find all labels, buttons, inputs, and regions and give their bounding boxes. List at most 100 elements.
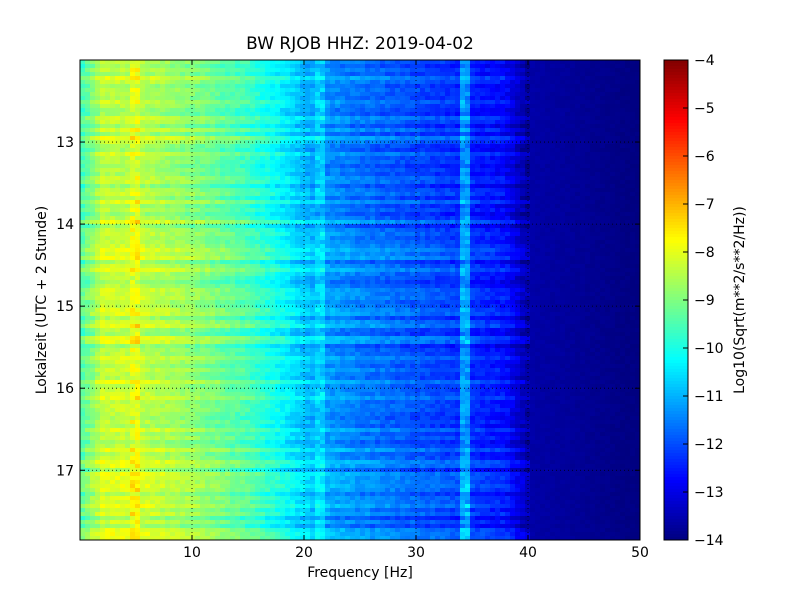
- heatmap-cell: [520, 160, 526, 165]
- heatmap-cell: [385, 228, 391, 233]
- heatmap-cell: [220, 124, 226, 129]
- heatmap-cell: [230, 164, 236, 169]
- heatmap-cell: [190, 88, 196, 93]
- heatmap-cell: [150, 172, 156, 177]
- heatmap-cell: [385, 172, 391, 177]
- heatmap-cell: [210, 216, 216, 221]
- heatmap-cell: [420, 104, 426, 109]
- heatmap-cell: [255, 100, 261, 105]
- heatmap-cell: [315, 188, 321, 193]
- heatmap-cell: [410, 64, 416, 69]
- heatmap-cell: [385, 164, 391, 169]
- heatmap-cell: [535, 228, 541, 233]
- heatmap-cell: [235, 180, 241, 185]
- heatmap-cell: [100, 144, 106, 149]
- heatmap-cell: [575, 148, 581, 153]
- heatmap-cell: [175, 72, 181, 77]
- heatmap-cell: [495, 232, 501, 237]
- heatmap-cell: [365, 148, 371, 153]
- heatmap-cell: [395, 220, 401, 225]
- heatmap-cell: [230, 76, 236, 81]
- heatmap-cell: [520, 212, 526, 217]
- heatmap-cell: [125, 196, 131, 201]
- heatmap-cell: [290, 184, 296, 189]
- heatmap-cell: [200, 228, 206, 233]
- heatmap-cell: [440, 108, 446, 113]
- heatmap-cell: [590, 220, 596, 225]
- heatmap-cell: [620, 64, 626, 69]
- heatmap-cell: [590, 204, 596, 209]
- heatmap-cell: [545, 156, 551, 161]
- heatmap-cell: [165, 156, 171, 161]
- heatmap-cell: [525, 88, 531, 93]
- heatmap-cell: [285, 144, 291, 149]
- heatmap-cell: [165, 88, 171, 93]
- heatmap-cell: [150, 236, 156, 241]
- heatmap-cell: [580, 168, 586, 173]
- heatmap-cell: [445, 120, 451, 125]
- heatmap-cell: [555, 112, 561, 117]
- heatmap-cell: [570, 84, 576, 89]
- heatmap-cell: [210, 68, 216, 73]
- heatmap-cell: [620, 60, 626, 65]
- heatmap-cell: [505, 164, 511, 169]
- heatmap-cell: [630, 200, 636, 205]
- heatmap-cell: [300, 120, 306, 125]
- heatmap-cell: [245, 200, 251, 205]
- heatmap-cell: [625, 184, 631, 189]
- heatmap-cell: [250, 64, 256, 69]
- heatmap-cell: [565, 84, 571, 89]
- heatmap-cell: [480, 220, 486, 225]
- heatmap-cell: [160, 96, 166, 101]
- heatmap-cell: [525, 148, 531, 153]
- heatmap-cell: [255, 96, 261, 101]
- heatmap-cell: [130, 196, 136, 201]
- heatmap-cell: [245, 180, 251, 185]
- heatmap-cell: [485, 140, 491, 145]
- heatmap-cell: [580, 96, 586, 101]
- heatmap-cell: [375, 112, 381, 117]
- heatmap-cell: [325, 236, 331, 241]
- heatmap-cell: [350, 80, 356, 85]
- heatmap-cell: [525, 196, 531, 201]
- heatmap-cell: [295, 68, 301, 73]
- heatmap-cell: [630, 120, 636, 125]
- heatmap-cell: [165, 200, 171, 205]
- heatmap-cell: [610, 184, 616, 189]
- heatmap-cell: [365, 100, 371, 105]
- heatmap-cell: [280, 152, 286, 157]
- heatmap-cell: [460, 148, 466, 153]
- heatmap-cell: [495, 96, 501, 101]
- heatmap-cell: [240, 64, 246, 69]
- heatmap-cell: [225, 60, 231, 65]
- heatmap-cell: [200, 136, 206, 141]
- heatmap-cell: [605, 160, 611, 165]
- heatmap-cell: [395, 152, 401, 157]
- heatmap-cell: [530, 220, 536, 225]
- heatmap-cell: [165, 96, 171, 101]
- heatmap-cell: [620, 168, 626, 173]
- heatmap-cell: [615, 164, 621, 169]
- heatmap-cell: [510, 160, 516, 165]
- heatmap-cell: [540, 140, 546, 145]
- heatmap-cell: [80, 132, 86, 137]
- heatmap-cell: [260, 132, 266, 137]
- heatmap-cell: [185, 140, 191, 145]
- heatmap-cell: [575, 184, 581, 189]
- heatmap-cell: [450, 216, 456, 221]
- heatmap-cell: [210, 96, 216, 101]
- heatmap-cell: [495, 196, 501, 201]
- heatmap-cell: [550, 88, 556, 93]
- heatmap-cell: [425, 152, 431, 157]
- heatmap-cell: [90, 80, 96, 85]
- heatmap-cell: [135, 72, 141, 77]
- heatmap-cell: [220, 112, 226, 117]
- heatmap-cell: [280, 168, 286, 173]
- heatmap-cell: [185, 76, 191, 81]
- heatmap-cell: [260, 136, 266, 141]
- heatmap-cell: [345, 100, 351, 105]
- heatmap-cell: [280, 64, 286, 69]
- heatmap-cell: [445, 224, 451, 229]
- heatmap-cell: [395, 188, 401, 193]
- heatmap-cell: [360, 88, 366, 93]
